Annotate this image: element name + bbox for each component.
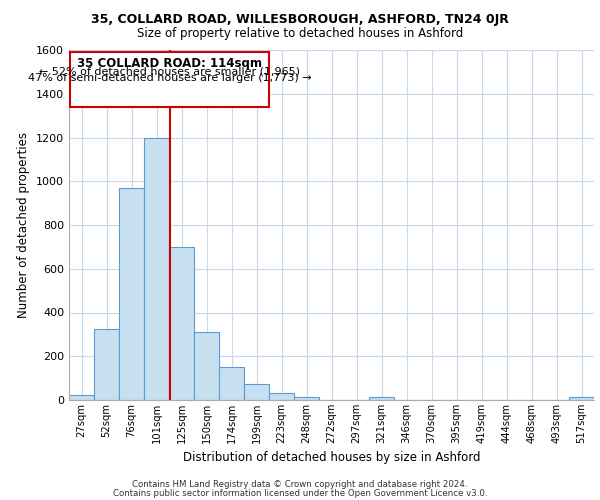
Bar <box>220 367 244 400</box>
Bar <box>370 396 394 400</box>
X-axis label: Distribution of detached houses by size in Ashford: Distribution of detached houses by size … <box>183 452 480 464</box>
Text: Size of property relative to detached houses in Ashford: Size of property relative to detached ho… <box>137 28 463 40</box>
Bar <box>194 332 218 400</box>
Bar <box>94 329 119 400</box>
Bar <box>70 394 94 400</box>
Bar <box>269 394 293 400</box>
Bar <box>244 384 269 400</box>
Text: ← 52% of detached houses are smaller (1,965): ← 52% of detached houses are smaller (1,… <box>39 66 300 76</box>
Bar <box>119 188 143 400</box>
Bar <box>569 396 593 400</box>
Bar <box>169 247 194 400</box>
FancyBboxPatch shape <box>70 52 269 107</box>
Text: 35, COLLARD ROAD, WILLESBOROUGH, ASHFORD, TN24 0JR: 35, COLLARD ROAD, WILLESBOROUGH, ASHFORD… <box>91 12 509 26</box>
Text: 47% of semi-detached houses are larger (1,773) →: 47% of semi-detached houses are larger (… <box>28 73 311 83</box>
Text: 35 COLLARD ROAD: 114sqm: 35 COLLARD ROAD: 114sqm <box>77 56 262 70</box>
Bar <box>295 396 319 400</box>
Text: Contains public sector information licensed under the Open Government Licence v3: Contains public sector information licen… <box>113 488 487 498</box>
Y-axis label: Number of detached properties: Number of detached properties <box>17 132 31 318</box>
Bar <box>145 138 169 400</box>
Text: Contains HM Land Registry data © Crown copyright and database right 2024.: Contains HM Land Registry data © Crown c… <box>132 480 468 489</box>
